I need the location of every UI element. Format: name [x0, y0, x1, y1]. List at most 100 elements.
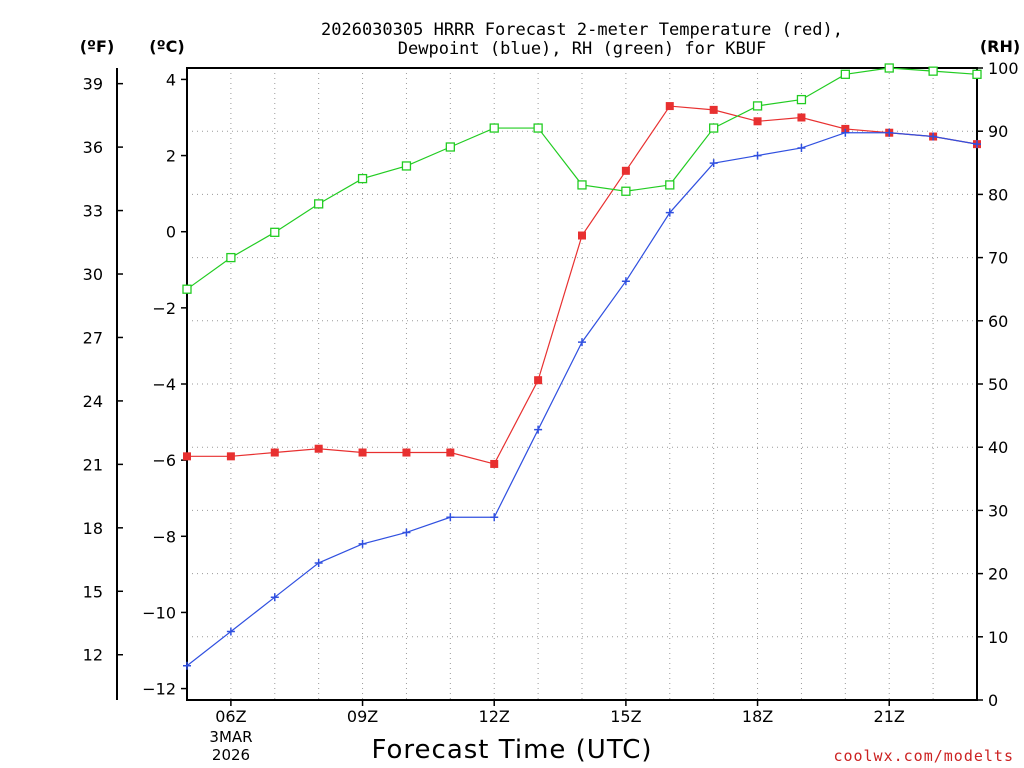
- fahrenheit-tick-label: 39: [83, 75, 103, 94]
- dewpoint-point: [665, 208, 674, 217]
- rh-tick-label: 0: [988, 691, 998, 710]
- temperature-point: [797, 113, 806, 122]
- rh-point: [665, 180, 675, 190]
- temperature-point: [446, 448, 455, 457]
- dewpoint-point: [797, 143, 806, 152]
- temperature-point: [183, 452, 191, 461]
- fahrenheit-tick-label: 18: [83, 519, 103, 538]
- temperature-point: [534, 376, 543, 385]
- date-month-label: 3MAR: [209, 728, 252, 746]
- rh-tick-label: 80: [988, 185, 1008, 204]
- celsius-unit-label: (ºC): [149, 37, 184, 56]
- rh-tick-label: 60: [988, 312, 1008, 331]
- rh-point: [796, 94, 807, 105]
- dewpoint-point: [270, 593, 279, 602]
- fahrenheit-tick-label: 27: [83, 328, 103, 347]
- celsius-tick-label: −4: [152, 375, 176, 394]
- temperature-point: [709, 105, 718, 114]
- dewpoint-point: [621, 277, 630, 286]
- temperature-point: [402, 448, 411, 457]
- temperature-point: [490, 459, 499, 468]
- tick-labels: −12−10−8−6−4−202412151821242730333639010…: [83, 59, 1019, 726]
- gridlines: [187, 68, 978, 700]
- data-series: [182, 63, 982, 670]
- rh-tick-label: 40: [988, 438, 1008, 457]
- temperature-point: [578, 231, 586, 240]
- rh-tick-label: 20: [988, 565, 1008, 584]
- series-dewpoint: [183, 128, 981, 670]
- rh-point: [752, 101, 763, 111]
- rh-point: [401, 161, 412, 171]
- rh-tick-label: 70: [988, 249, 1008, 268]
- x-tick-label: 12Z: [479, 707, 510, 726]
- dewpoint-point: [358, 539, 367, 548]
- rh-tick-label: 50: [988, 375, 1008, 394]
- rh-unit-label: (RH): [980, 37, 1020, 56]
- fahrenheit-unit-label: (ºF): [80, 37, 115, 56]
- celsius-tick-label: −8: [152, 527, 176, 546]
- dewpoint-point: [226, 627, 235, 636]
- dewpoint-point: [446, 513, 455, 522]
- x-tick-label: 18Z: [742, 707, 773, 726]
- x-tick-label: 15Z: [610, 707, 641, 726]
- fahrenheit-tick-label: 33: [83, 202, 103, 221]
- celsius-tick-label: −6: [152, 451, 176, 470]
- temperature-point: [270, 448, 279, 457]
- temperature-point: [314, 444, 323, 453]
- celsius-tick-label: 2: [166, 147, 176, 166]
- x-axis-title: Forecast Time (UTC): [371, 735, 652, 765]
- celsius-tick-label: −12: [142, 680, 176, 699]
- fahrenheit-tick-label: 30: [83, 265, 103, 284]
- axes: [116, 67, 983, 706]
- rh-tick-label: 90: [988, 122, 1008, 141]
- temperature-point: [358, 448, 367, 457]
- rh-point: [840, 69, 850, 79]
- dewpoint-point: [578, 338, 586, 347]
- rh-point: [445, 142, 455, 152]
- credit-label: coolwx.com/modelts: [833, 747, 1014, 765]
- dewpoint-point: [973, 140, 981, 149]
- rh-point: [182, 284, 192, 294]
- rh-point: [884, 63, 894, 73]
- celsius-tick-label: −10: [142, 603, 176, 622]
- rh-point: [357, 173, 368, 184]
- temperature-point: [226, 452, 235, 461]
- rh-point: [972, 69, 982, 79]
- x-tick-label: 06Z: [215, 707, 246, 726]
- rh-point: [314, 199, 324, 209]
- x-tick-label: 09Z: [347, 707, 378, 726]
- fahrenheit-tick-label: 12: [83, 646, 103, 665]
- rh-point: [489, 123, 499, 133]
- series-rh: [182, 63, 982, 294]
- dewpoint-point: [314, 558, 323, 567]
- dewpoint-point: [753, 151, 762, 160]
- chart-title-line2: Dewpoint (blue), RH (green) for KBUF: [398, 39, 766, 59]
- temperature-point: [665, 102, 674, 111]
- dewpoint-point: [709, 159, 718, 168]
- fahrenheit-tick-label: 21: [83, 455, 103, 474]
- rh-point: [709, 123, 719, 133]
- rh-point: [226, 252, 236, 263]
- dewpoint-point: [402, 528, 411, 537]
- rh-tick-label: 100: [988, 59, 1019, 78]
- celsius-tick-label: 4: [166, 70, 176, 89]
- rh-point: [533, 123, 543, 133]
- dewpoint-point: [929, 132, 938, 141]
- rh-point: [621, 186, 631, 196]
- dewpoint-point: [183, 661, 191, 670]
- rh-tick-label: 10: [988, 628, 1008, 647]
- temperature-point: [621, 166, 630, 175]
- rh-point: [577, 180, 587, 190]
- x-tick-label: 21Z: [874, 707, 905, 726]
- celsius-tick-label: 0: [166, 223, 176, 242]
- dewpoint-point: [534, 425, 543, 434]
- dewpoint-point: [841, 128, 850, 137]
- temperature-line: [187, 105, 978, 465]
- fahrenheit-tick-label: 24: [83, 392, 103, 411]
- celsius-tick-label: −2: [152, 299, 176, 318]
- temperature-point: [753, 117, 762, 126]
- fahrenheit-tick-label: 36: [83, 138, 103, 157]
- fahrenheit-tick-label: 15: [83, 582, 103, 601]
- dewpoint-point: [885, 128, 894, 137]
